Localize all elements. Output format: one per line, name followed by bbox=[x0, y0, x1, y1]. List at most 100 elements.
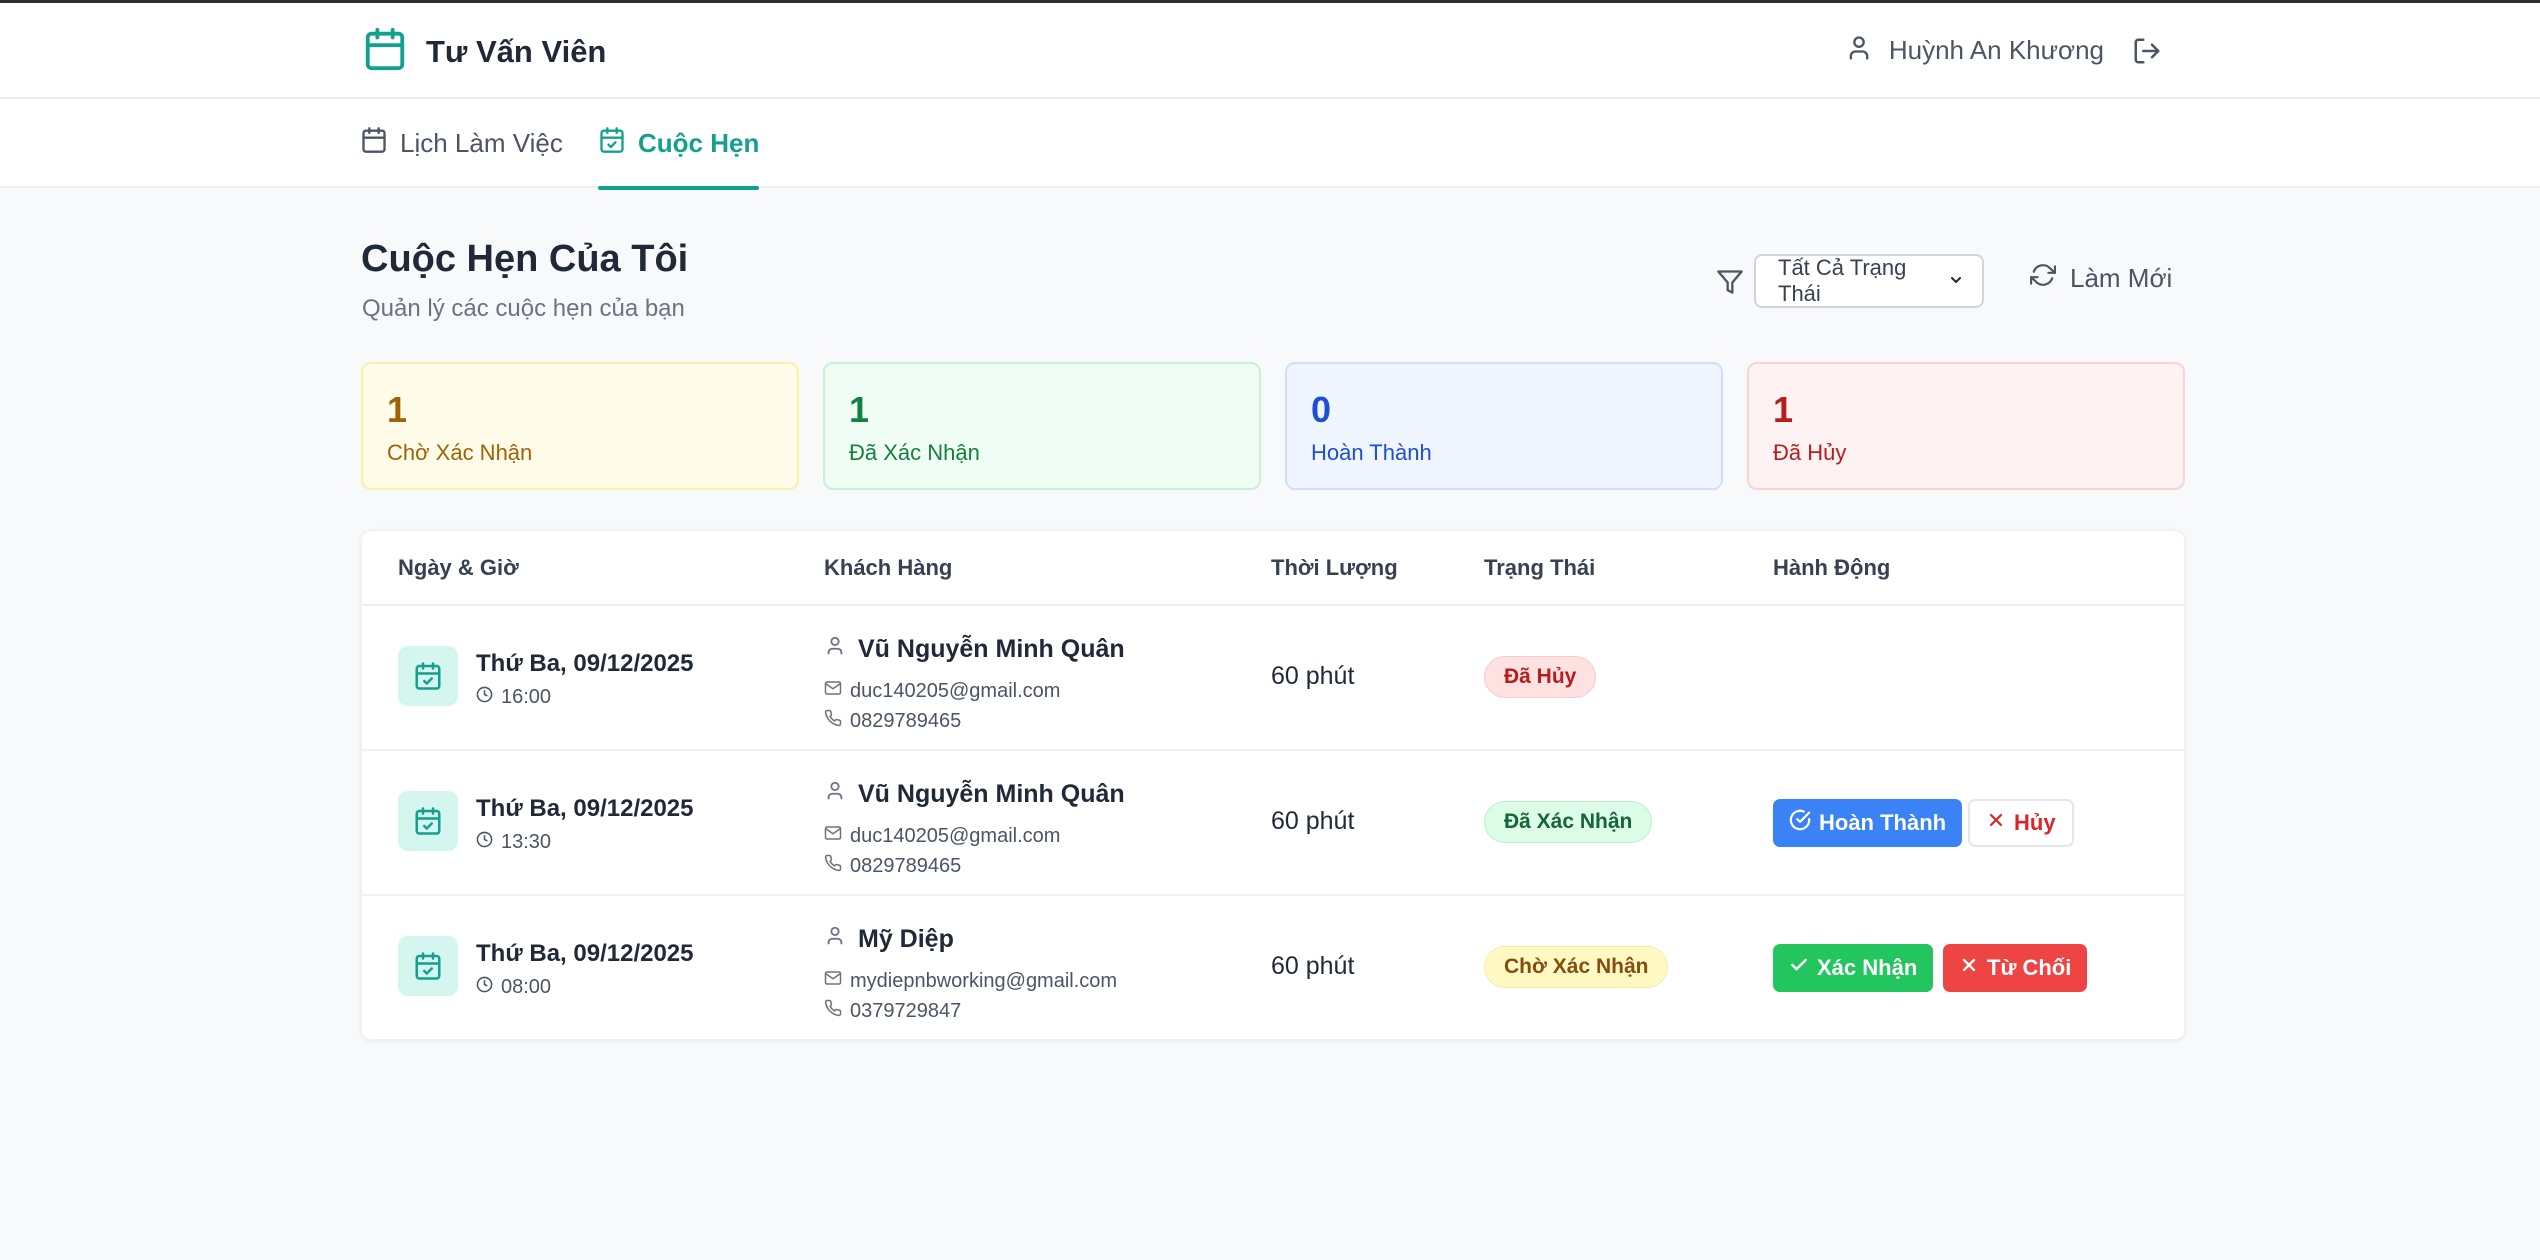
nav-tabs: Lịch Làm Việc Cuộc Hẹn bbox=[0, 99, 2540, 190]
page-subtitle: Quản lý các cuộc hẹn của bạn bbox=[362, 295, 685, 322]
check-icon bbox=[1789, 955, 1809, 981]
confirm-button-label: Xác Nhận bbox=[1817, 955, 1918, 980]
user-icon bbox=[1845, 33, 1873, 68]
customer-phone: 0829789465 bbox=[824, 709, 961, 733]
duration: 60 phút bbox=[1271, 807, 1355, 835]
complete-button-label: Hoàn Thành bbox=[1819, 810, 1947, 835]
customer-name-text: Mỹ Diệp bbox=[858, 925, 954, 953]
clock-icon bbox=[476, 686, 493, 709]
filter-icon bbox=[1716, 268, 1744, 301]
complete-button[interactable]: Hoàn Thành bbox=[1773, 799, 1963, 847]
stat-value: 0 bbox=[1311, 389, 1332, 430]
stat-label: Đã Xác Nhận bbox=[849, 440, 980, 465]
phone-text: 0829789465 bbox=[850, 709, 962, 732]
mail-icon bbox=[824, 969, 842, 993]
stat-label: Hoàn Thành bbox=[1311, 440, 1432, 465]
logout-icon[interactable] bbox=[2132, 36, 2162, 66]
customer-name: Vũ Nguyễn Minh Quân bbox=[824, 779, 1125, 810]
table-header: Ngày & Giờ Khách Hàng Thời Lượng Trạng T… bbox=[362, 531, 2184, 606]
column-header-status: Trạng Thái bbox=[1484, 555, 1596, 580]
x-icon bbox=[1959, 955, 1979, 981]
email-text: duc140205@gmail.com bbox=[850, 824, 1061, 847]
chevron-down-icon bbox=[1948, 268, 1964, 294]
appointment-date: Thứ Ba, 09/12/2025 bbox=[476, 795, 694, 822]
clock-icon bbox=[476, 976, 493, 999]
duration: 60 phút bbox=[1271, 662, 1355, 690]
customer-name-text: Vũ Nguyễn Minh Quân bbox=[858, 780, 1125, 808]
app-header: Tư Vấn Viên Huỳnh An Khương bbox=[0, 3, 2540, 99]
customer-phone: 0829789465 bbox=[824, 854, 961, 878]
status-badge: Đã Xác Nhận bbox=[1484, 801, 1653, 843]
stat-value: 1 bbox=[1773, 389, 1794, 430]
window-top-border bbox=[0, 0, 2540, 3]
time-text: 08:00 bbox=[501, 976, 552, 998]
cancel-button[interactable]: Hủy bbox=[1968, 799, 2074, 847]
mail-icon bbox=[824, 679, 842, 703]
customer-email: duc140205@gmail.com bbox=[824, 679, 1060, 703]
app-title: Tư Vấn Viên bbox=[426, 33, 607, 69]
status-badge: Chờ Xác Nhận bbox=[1484, 946, 1669, 988]
user-name: Huỳnh An Khương bbox=[1888, 35, 2104, 65]
confirm-button[interactable]: Xác Nhận bbox=[1773, 944, 1934, 992]
tab-label: Lịch Làm Việc bbox=[400, 128, 563, 158]
customer-name: Vũ Nguyễn Minh Quân bbox=[824, 634, 1125, 665]
stat-value: 1 bbox=[849, 389, 870, 430]
customer-email: mydiepnbworking@gmail.com bbox=[824, 969, 1117, 993]
time-text: 13:30 bbox=[501, 831, 552, 853]
table-row: Thứ Ba, 09/12/2025 08:00 Mỹ Diệp mydiepn… bbox=[362, 896, 2184, 1041]
duration: 60 phút bbox=[1271, 952, 1355, 980]
brand: Tư Vấn Viên bbox=[362, 25, 606, 78]
x-icon bbox=[1986, 810, 2006, 836]
refresh-button[interactable]: Làm Mới bbox=[2030, 262, 2172, 295]
customer-phone: 0379729847 bbox=[824, 999, 961, 1023]
calendar-check-icon bbox=[398, 936, 458, 996]
appointment-time: 13:30 bbox=[476, 831, 551, 854]
calendar-icon bbox=[360, 125, 388, 162]
refresh-icon bbox=[2030, 262, 2056, 295]
stat-value: 1 bbox=[387, 389, 408, 430]
user-icon bbox=[824, 924, 846, 955]
reject-button-label: Từ Chối bbox=[1987, 955, 2072, 980]
tab-appointments[interactable]: Cuộc Hẹn bbox=[598, 99, 760, 190]
phone-text: 0379729847 bbox=[850, 999, 962, 1022]
calendar-check-icon bbox=[398, 646, 458, 706]
calendar-check-icon bbox=[398, 791, 458, 851]
phone-icon bbox=[824, 999, 842, 1023]
user-icon bbox=[824, 779, 846, 810]
stat-card-confirmed: 1 Đã Xác Nhận bbox=[823, 362, 1261, 490]
stat-label: Đã Hủy bbox=[1773, 440, 1847, 465]
customer-email: duc140205@gmail.com bbox=[824, 824, 1060, 848]
user-icon bbox=[824, 634, 846, 665]
cancel-button-label: Hủy bbox=[2014, 810, 2056, 835]
check-circle-icon bbox=[1789, 809, 1811, 837]
calendar-icon bbox=[362, 25, 408, 78]
email-text: duc140205@gmail.com bbox=[850, 679, 1061, 702]
tab-work-schedule[interactable]: Lịch Làm Việc bbox=[360, 99, 563, 188]
stat-card-cancelled: 1 Đã Hủy bbox=[1747, 362, 2185, 490]
phone-icon bbox=[824, 709, 842, 733]
phone-text: 0829789465 bbox=[850, 854, 962, 877]
appointment-date: Thứ Ba, 09/12/2025 bbox=[476, 940, 694, 967]
clock-icon bbox=[476, 831, 493, 854]
calendar-check-icon bbox=[598, 125, 626, 162]
stat-card-pending: 1 Chờ Xác Nhận bbox=[361, 362, 799, 490]
time-text: 16:00 bbox=[501, 686, 552, 708]
refresh-label: Làm Mới bbox=[2070, 263, 2173, 293]
customer-name-text: Vũ Nguyễn Minh Quân bbox=[858, 635, 1125, 663]
appointments-table: Ngày & Giờ Khách Hàng Thời Lượng Trạng T… bbox=[361, 530, 2185, 1040]
appointment-time: 16:00 bbox=[476, 686, 551, 709]
column-header-actions: Hành Động bbox=[1773, 555, 1891, 580]
phone-icon bbox=[824, 854, 842, 878]
stat-label: Chờ Xác Nhận bbox=[387, 440, 533, 465]
reject-button[interactable]: Từ Chối bbox=[1943, 944, 2088, 992]
status-filter-select[interactable]: Tất Cả Trạng Thái bbox=[1754, 254, 1984, 308]
status-badge: Đã Hủy bbox=[1484, 656, 1597, 698]
appointment-time: 08:00 bbox=[476, 976, 551, 999]
column-header-datetime: Ngày & Giờ bbox=[398, 555, 519, 580]
tab-label: Cuộc Hẹn bbox=[638, 128, 760, 158]
customer-name: Mỹ Diệp bbox=[824, 924, 954, 955]
mail-icon bbox=[824, 824, 842, 848]
user-menu: Huỳnh An Khương bbox=[1845, 33, 2162, 68]
stat-card-completed: 0 Hoàn Thành bbox=[1285, 362, 1723, 490]
page-title: Cuộc Hẹn Của Tôi bbox=[361, 238, 689, 280]
